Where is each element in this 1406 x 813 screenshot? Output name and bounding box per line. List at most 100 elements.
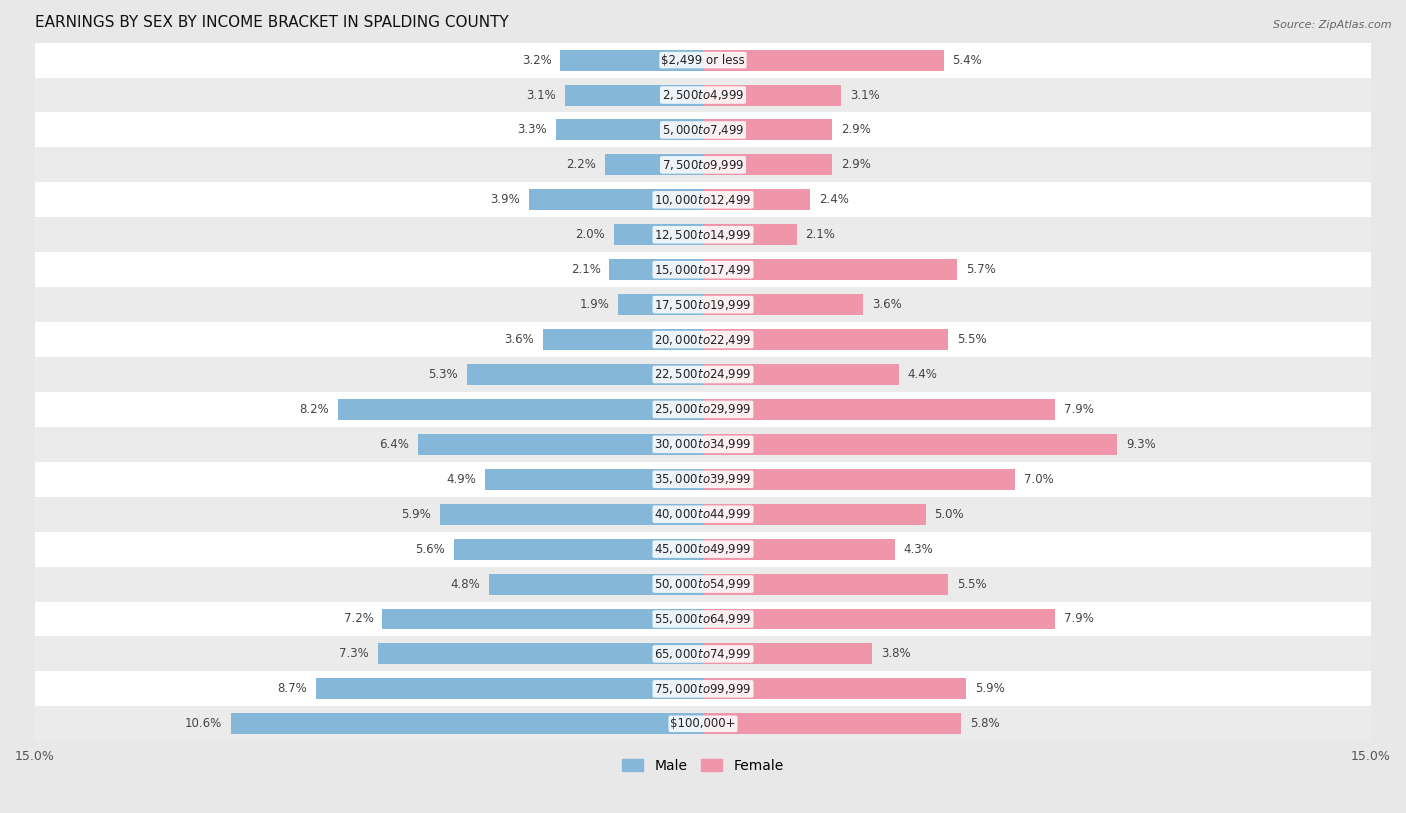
Bar [35,602,1371,637]
Text: $50,000 to $54,999: $50,000 to $54,999 [654,577,752,591]
Text: 3.1%: 3.1% [851,89,880,102]
Bar [703,224,797,246]
Bar [440,504,703,524]
Bar [703,678,966,699]
Bar [703,574,948,594]
Bar [35,392,1371,427]
Bar [35,287,1371,322]
Text: $75,000 to $99,999: $75,000 to $99,999 [654,682,752,696]
Bar [35,672,1371,706]
Bar [609,259,703,280]
Text: EARNINGS BY SEX BY INCOME BRACKET IN SPALDING COUNTY: EARNINGS BY SEX BY INCOME BRACKET IN SPA… [35,15,509,30]
Text: 5.9%: 5.9% [974,682,1004,695]
Bar [703,85,841,106]
Text: 5.9%: 5.9% [402,507,432,520]
Legend: Male, Female: Male, Female [617,753,789,778]
Text: $35,000 to $39,999: $35,000 to $39,999 [654,472,752,486]
Bar [555,120,703,141]
Text: 5.4%: 5.4% [952,54,983,67]
Text: 5.8%: 5.8% [970,717,1000,730]
Bar [35,706,1371,741]
Bar [35,322,1371,357]
Text: 2.1%: 2.1% [806,228,835,241]
Bar [35,42,1371,77]
Bar [35,252,1371,287]
Text: 3.8%: 3.8% [882,647,911,660]
Text: 5.3%: 5.3% [429,368,458,381]
Text: $55,000 to $64,999: $55,000 to $64,999 [654,612,752,626]
Text: $7,500 to $9,999: $7,500 to $9,999 [662,158,744,172]
Text: 2.2%: 2.2% [567,159,596,172]
Bar [703,504,925,524]
Text: $10,000 to $12,499: $10,000 to $12,499 [654,193,752,207]
Bar [35,567,1371,602]
Text: 5.6%: 5.6% [415,542,444,555]
Bar [703,329,948,350]
Bar [35,637,1371,672]
Bar [485,469,703,489]
Text: $15,000 to $17,499: $15,000 to $17,499 [654,263,752,276]
Text: $2,500 to $4,999: $2,500 to $4,999 [662,88,744,102]
Text: 4.4%: 4.4% [908,368,938,381]
Bar [35,497,1371,532]
Bar [703,364,898,385]
Text: $40,000 to $44,999: $40,000 to $44,999 [654,507,752,521]
Bar [703,643,872,664]
Bar [703,259,957,280]
Text: $22,500 to $24,999: $22,500 to $24,999 [654,367,752,381]
Text: $100,000+: $100,000+ [671,717,735,730]
Bar [454,539,703,559]
Text: 7.9%: 7.9% [1064,612,1094,625]
Text: 3.1%: 3.1% [526,89,555,102]
Text: 5.7%: 5.7% [966,263,995,276]
Text: 5.5%: 5.5% [957,577,987,590]
Bar [703,120,832,141]
Text: $17,500 to $19,999: $17,500 to $19,999 [654,298,752,311]
Bar [605,154,703,176]
Text: 2.0%: 2.0% [575,228,605,241]
Text: 2.9%: 2.9% [841,124,870,137]
Bar [35,427,1371,462]
Text: 7.2%: 7.2% [343,612,374,625]
Text: 3.3%: 3.3% [517,124,547,137]
Bar [703,608,1054,629]
Bar [35,532,1371,567]
Text: 2.9%: 2.9% [841,159,870,172]
Text: 8.2%: 8.2% [299,403,329,416]
Bar [467,364,703,385]
Text: 3.6%: 3.6% [872,298,903,311]
Bar [418,434,703,454]
Bar [614,224,703,246]
Bar [35,112,1371,147]
Text: 9.3%: 9.3% [1126,438,1156,451]
Bar [35,77,1371,112]
Text: $5,000 to $7,499: $5,000 to $7,499 [662,123,744,137]
Bar [703,539,894,559]
Text: 7.9%: 7.9% [1064,403,1094,416]
Bar [543,329,703,350]
Text: $30,000 to $34,999: $30,000 to $34,999 [654,437,752,451]
Text: $2,499 or less: $2,499 or less [661,54,745,67]
Bar [703,713,962,734]
Bar [378,643,703,664]
Text: 5.5%: 5.5% [957,333,987,346]
Bar [35,357,1371,392]
Text: Source: ZipAtlas.com: Source: ZipAtlas.com [1274,20,1392,30]
Text: $25,000 to $29,999: $25,000 to $29,999 [654,402,752,416]
Bar [35,217,1371,252]
Text: 8.7%: 8.7% [277,682,307,695]
Bar [35,182,1371,217]
Text: 1.9%: 1.9% [579,298,609,311]
Text: 7.0%: 7.0% [1024,473,1053,486]
Text: 5.0%: 5.0% [935,507,965,520]
Text: $20,000 to $22,499: $20,000 to $22,499 [654,333,752,346]
Bar [703,50,943,71]
Text: 7.3%: 7.3% [339,647,368,660]
Text: 3.6%: 3.6% [503,333,534,346]
Bar [315,678,703,699]
Bar [337,399,703,420]
Bar [35,462,1371,497]
Bar [489,574,703,594]
Text: 2.1%: 2.1% [571,263,600,276]
Text: 10.6%: 10.6% [184,717,222,730]
